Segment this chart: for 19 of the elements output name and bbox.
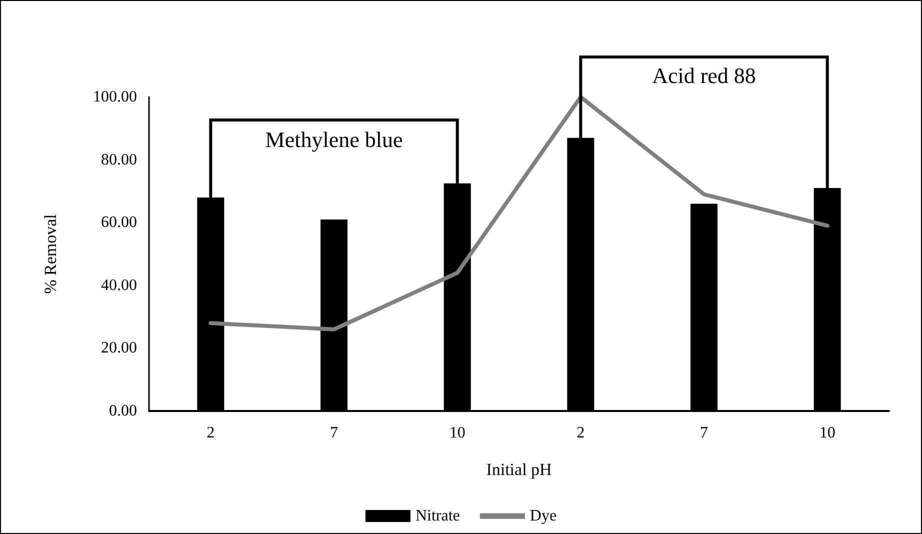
x-tick-label: 10	[819, 424, 836, 442]
x-axis-title: Initial pH	[486, 460, 552, 479]
legend-label: Dye	[530, 508, 557, 524]
x-tick-label: 2	[576, 424, 585, 442]
y-tick-label: 20.00	[101, 340, 137, 357]
legend-label: Nitrate	[415, 508, 460, 524]
x-tick-label: 2	[206, 424, 215, 442]
x-tick-label: 7	[700, 424, 708, 442]
y-tick-label: 40.00	[101, 276, 137, 294]
y-tick-label: 60.00	[101, 214, 137, 232]
x-tick-label: 10	[449, 424, 466, 442]
line-series	[208, 95, 830, 332]
y-axis-title: % Removal	[41, 214, 60, 294]
y-tick-label: 100.00	[93, 88, 137, 106]
y-tick-label: 0.00	[109, 402, 137, 420]
annotation: Methylene blue	[265, 127, 403, 152]
y-tick-label: 80.00	[101, 151, 137, 168]
text: Acid red 88	[652, 63, 756, 88]
x-tick-label: 7	[330, 424, 338, 442]
